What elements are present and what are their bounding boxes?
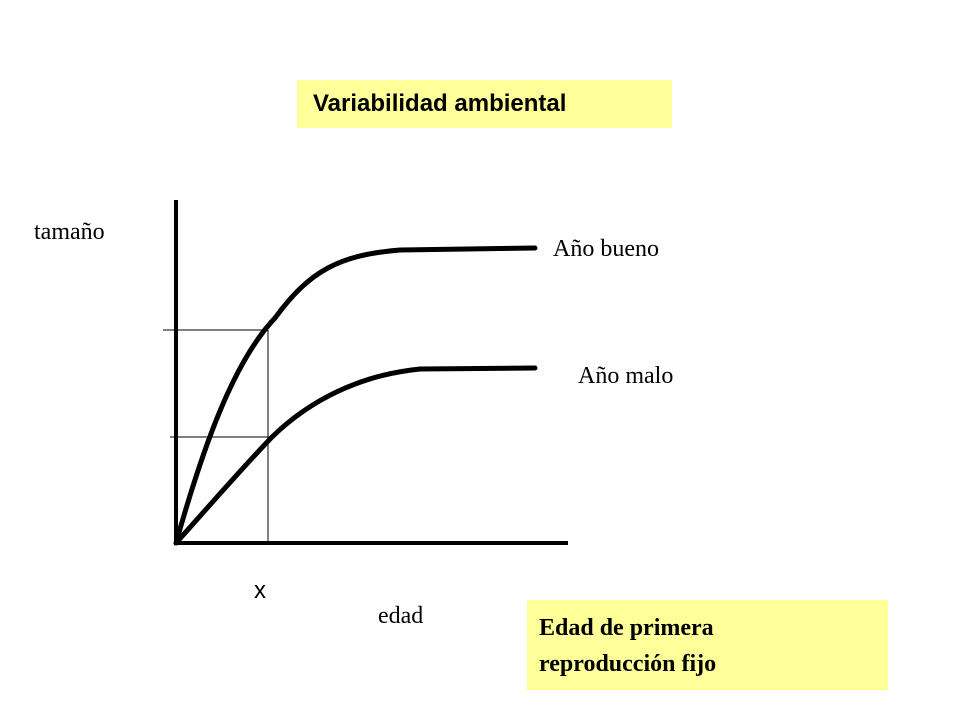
curve-label-good: Año bueno bbox=[553, 236, 659, 262]
x-marker-label: x bbox=[254, 577, 266, 604]
title-box: Variabilidad ambiental bbox=[297, 80, 672, 128]
note-box: Edad de primera reproducción fijo bbox=[527, 600, 888, 690]
curve-bad-year bbox=[173, 365, 538, 546]
x-axis-label: edad bbox=[378, 603, 424, 629]
note-line-2: reproducción fijo bbox=[539, 651, 717, 677]
title-text: Variabilidad ambiental bbox=[313, 90, 567, 117]
curve-good-year bbox=[173, 245, 538, 546]
note-line-1: Edad de primera bbox=[539, 615, 714, 641]
curve-label-bad: Año malo bbox=[578, 363, 674, 389]
y-axis-label: tamaño bbox=[34, 219, 105, 245]
